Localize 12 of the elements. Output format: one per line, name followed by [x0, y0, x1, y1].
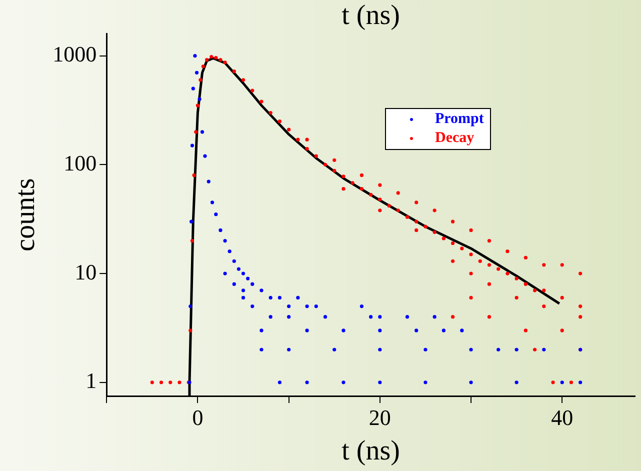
- x2-axis-title: t (ns): [342, 0, 400, 32]
- y-tick-label: 1: [86, 368, 97, 394]
- y-tick-label: 10: [74, 259, 97, 284]
- x-tick-label: 20: [368, 404, 391, 430]
- y-axis-title: counts: [10, 178, 42, 252]
- y-tick-label: 1000: [52, 42, 97, 67]
- legend-label: Prompt: [435, 110, 484, 129]
- x-tick-label: 0: [192, 404, 204, 430]
- x-tick-label: 40: [551, 404, 574, 430]
- x-axis-title: t (ns): [342, 436, 400, 467]
- y-tick-label: 100: [64, 150, 97, 176]
- legend-label: Decay: [435, 128, 474, 148]
